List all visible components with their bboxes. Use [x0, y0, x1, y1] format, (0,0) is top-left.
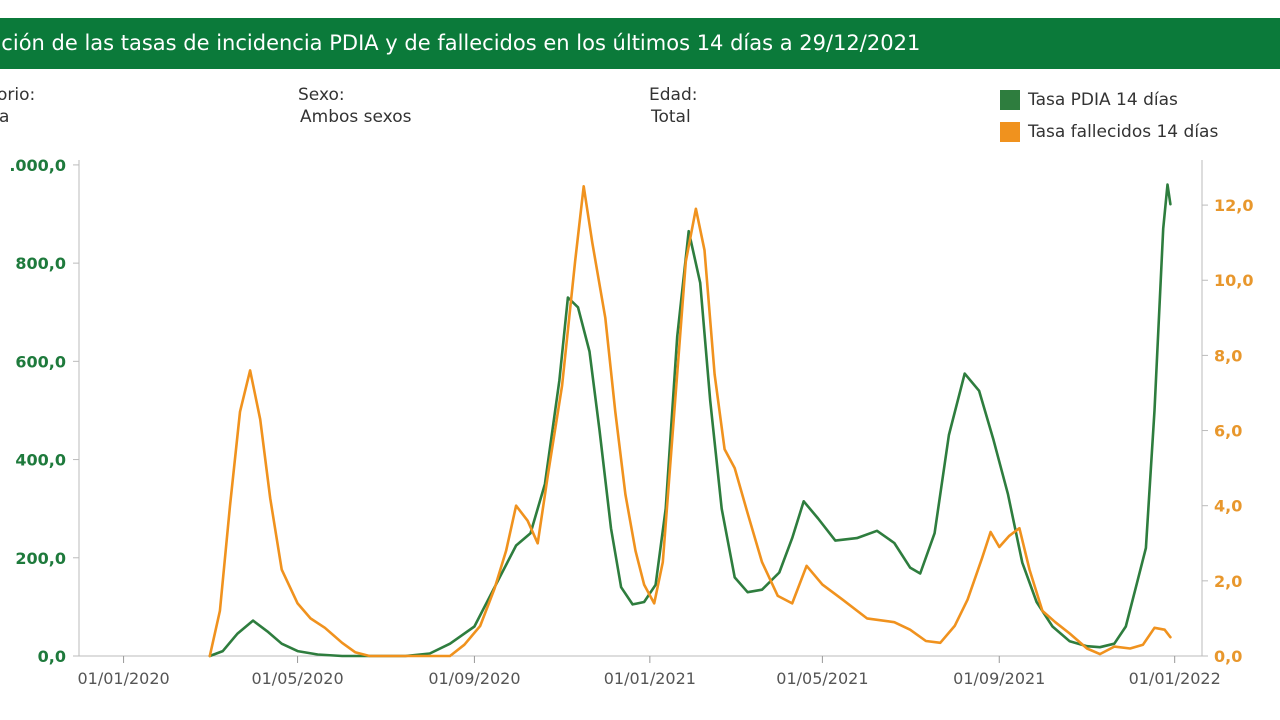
- legend-swatch-fallecidos: [1000, 122, 1020, 142]
- filter-edad: Edad: Total: [649, 84, 697, 128]
- legend-item-fallecidos[interactable]: Tasa fallecidos 14 días: [1000, 116, 1218, 148]
- legend-swatch-pdia: [1000, 90, 1020, 110]
- y-left-tick-label: .000,0: [9, 156, 66, 175]
- y-right-tick-label: 2,0: [1214, 572, 1242, 591]
- filter-sexo: Sexo: Ambos sexos: [298, 84, 411, 128]
- y-right-tick-label: 12,0: [1214, 196, 1253, 215]
- legend-item-pdia[interactable]: Tasa PDIA 14 días: [1000, 84, 1218, 116]
- y-left-tick-label: 600,0: [15, 352, 66, 371]
- y-right-tick-label: 6,0: [1214, 422, 1242, 441]
- chart-title-bar: ución de las tasas de incidencia PDIA y …: [0, 18, 1280, 69]
- y-right-tick-label: 0,0: [1214, 647, 1242, 666]
- chart-legend: Tasa PDIA 14 días Tasa fallecidos 14 día…: [1000, 84, 1218, 148]
- filter-territorio-label: orio:: [0, 85, 36, 105]
- x-tick-label: 01/01/2021: [604, 669, 696, 688]
- filter-territorio-value: a: [0, 107, 10, 127]
- x-tick-label: 01/01/2022: [1129, 669, 1221, 688]
- filter-edad-value: Total: [651, 107, 691, 127]
- filter-edad-label: Edad:: [649, 85, 698, 105]
- y-right-tick-label: 10,0: [1214, 271, 1253, 290]
- y-right-tick-label: 8,0: [1214, 346, 1242, 365]
- y-left-tick-label: 200,0: [15, 549, 66, 568]
- x-tick-label: 01/05/2021: [776, 669, 868, 688]
- series-line-fallecidos[interactable]: [208, 185, 1172, 658]
- x-tick-label: 01/09/2021: [953, 669, 1045, 688]
- y-right-tick-label: 4,0: [1214, 497, 1242, 516]
- y-left-tick-label: 400,0: [15, 451, 66, 470]
- x-tick-label: 01/01/2020: [77, 669, 169, 688]
- filter-sexo-label: Sexo:: [298, 85, 345, 105]
- filter-sexo-value: Ambos sexos: [300, 107, 412, 127]
- legend-label-pdia: Tasa PDIA 14 días: [1028, 90, 1178, 110]
- filter-territorio: orio: a: [0, 84, 35, 128]
- legend-label-fallecidos: Tasa fallecidos 14 días: [1028, 122, 1219, 142]
- y-left-tick-label: 0,0: [38, 647, 66, 666]
- chart-axes: 0,0 200,0 400,0 600,0 800,0 .000,0 0,0 2,0 4,0 6,…: [9, 156, 1253, 688]
- chart-title: ución de las tasas de incidencia PDIA y …: [0, 31, 921, 55]
- series-line-pdia[interactable]: [208, 183, 1172, 658]
- y-left-tick-label: 800,0: [15, 254, 66, 273]
- x-tick-label: 01/09/2020: [428, 669, 520, 688]
- chart-series: [208, 183, 1172, 658]
- x-tick-label: 01/05/2020: [251, 669, 343, 688]
